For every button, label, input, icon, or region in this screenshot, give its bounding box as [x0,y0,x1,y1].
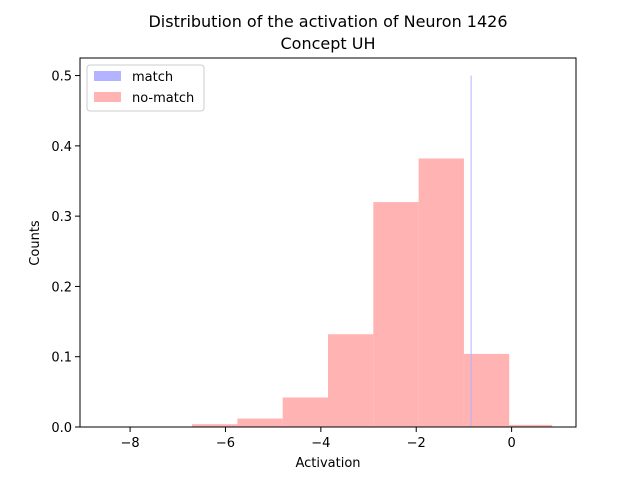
bar-no-match [237,418,283,427]
plot-frame [79,57,577,428]
bar-no-match [282,397,328,427]
legend: match no-match [86,64,205,112]
legend-swatch-no-match [94,92,121,102]
bar-no-match [418,158,464,427]
x-axis-ticks: −8 −6 −4 −2 0 [120,427,516,451]
x-axis-label: Activation [295,456,360,471]
bar-no-match [328,334,374,427]
x-tick-label: −6 [216,436,235,451]
x-tick-label: 0 [507,436,515,451]
legend-label-no-match: no-match [132,91,194,106]
bar-no-match [509,424,553,427]
legend-label-match: match [132,70,173,85]
bars-layer [192,75,553,428]
legend-swatch-match [94,71,121,81]
chart-title: Distribution of the activation of Neuron… [148,12,507,31]
y-tick-label: 0.1 [51,351,72,366]
y-tick-label: 0.3 [51,210,72,225]
bar-no-match [373,202,419,427]
bar-match [470,75,472,428]
chart-subtitle: Concept UH [281,34,376,53]
x-tick-label: −2 [407,436,426,451]
y-axis-label: Counts [28,220,43,266]
y-tick-label: 0.0 [51,421,72,436]
y-axis-ticks: 0.0 0.1 0.2 0.3 0.4 0.5 [51,70,80,436]
y-tick-label: 0.5 [51,70,72,85]
x-tick-label: −8 [120,436,139,451]
bar-no-match [192,424,238,427]
y-tick-label: 0.2 [51,280,72,295]
y-tick-label: 0.4 [51,140,72,155]
x-tick-label: −4 [311,436,330,451]
